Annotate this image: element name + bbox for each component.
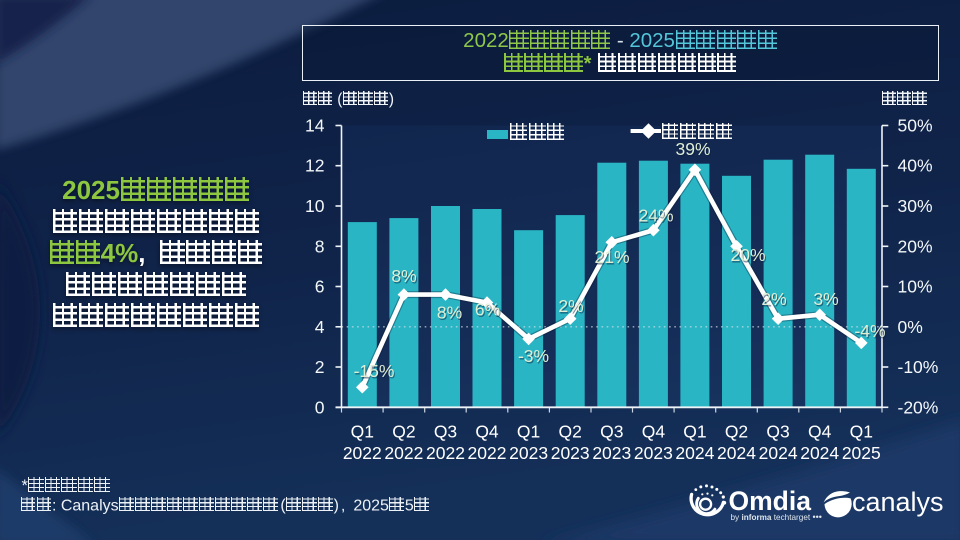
svg-text:Q4: Q4 bbox=[642, 422, 666, 442]
svg-text:8%: 8% bbox=[391, 266, 416, 286]
svg-text:Q2: Q2 bbox=[559, 422, 582, 442]
svg-text:Q4: Q4 bbox=[808, 422, 832, 442]
svg-text:10: 10 bbox=[305, 196, 325, 216]
svg-text:by informa techtarget •••: by informa techtarget ••• bbox=[731, 512, 822, 522]
svg-text:Q3: Q3 bbox=[600, 422, 623, 442]
svg-text:8%: 8% bbox=[392, 267, 417, 287]
svg-text:2025: 2025 bbox=[842, 443, 881, 463]
svg-text:50%: 50% bbox=[898, 116, 933, 136]
svg-text:-10%: -10% bbox=[898, 357, 939, 377]
svg-text:2023: 2023 bbox=[551, 443, 590, 463]
svg-text:2024: 2024 bbox=[759, 443, 798, 463]
svg-text:Q3: Q3 bbox=[766, 422, 789, 442]
svg-text:8%: 8% bbox=[438, 304, 463, 324]
svg-text:24%: 24% bbox=[639, 207, 674, 227]
svg-text:-3%: -3% bbox=[518, 346, 549, 366]
svg-text:2%: 2% bbox=[558, 296, 583, 316]
svg-text:40%: 40% bbox=[898, 156, 933, 176]
svg-text:20%: 20% bbox=[731, 246, 766, 266]
svg-text:39%: 39% bbox=[675, 139, 710, 159]
svg-text:6%: 6% bbox=[476, 301, 501, 321]
svg-text:-15%: -15% bbox=[354, 361, 395, 381]
svg-text:-4%: -4% bbox=[855, 322, 886, 342]
svg-text:Q1: Q1 bbox=[850, 422, 873, 442]
svg-text:10%: 10% bbox=[898, 277, 933, 297]
svg-text:0: 0 bbox=[315, 397, 325, 417]
svg-text:2024: 2024 bbox=[675, 443, 714, 463]
svg-text:20%: 20% bbox=[898, 236, 933, 256]
svg-text:Q1: Q1 bbox=[351, 422, 374, 442]
svg-text:Q2: Q2 bbox=[392, 422, 415, 442]
svg-text:2: 2 bbox=[315, 357, 325, 377]
svg-text:8: 8 bbox=[315, 236, 325, 256]
svg-text:24%: 24% bbox=[638, 206, 673, 226]
svg-text:6: 6 bbox=[315, 277, 325, 297]
svg-text:2022: 2022 bbox=[343, 443, 382, 463]
svg-text:Q2: Q2 bbox=[725, 422, 748, 442]
svg-text:3%: 3% bbox=[814, 290, 839, 310]
svg-text:2%: 2% bbox=[762, 290, 787, 310]
svg-text:4: 4 bbox=[315, 317, 325, 337]
svg-text:Omdia: Omdia bbox=[729, 486, 812, 516]
svg-text:2023: 2023 bbox=[634, 443, 673, 463]
svg-text:6%: 6% bbox=[475, 300, 500, 320]
svg-text:2024: 2024 bbox=[717, 443, 756, 463]
svg-text:2024: 2024 bbox=[800, 443, 839, 463]
svg-text:canalys: canalys bbox=[852, 487, 944, 517]
svg-text:2%: 2% bbox=[559, 297, 584, 317]
svg-text:21%: 21% bbox=[595, 248, 630, 268]
svg-text:2022: 2022 bbox=[468, 443, 507, 463]
svg-text:Q3: Q3 bbox=[434, 422, 457, 442]
svg-text:-4%: -4% bbox=[854, 321, 885, 341]
svg-text:20%: 20% bbox=[730, 245, 765, 265]
svg-text:3%: 3% bbox=[813, 289, 838, 309]
svg-text:30%: 30% bbox=[898, 196, 933, 216]
svg-text:2022: 2022 bbox=[384, 443, 423, 463]
svg-text:2023: 2023 bbox=[592, 443, 631, 463]
svg-text:8%: 8% bbox=[437, 303, 462, 323]
svg-text:-3%: -3% bbox=[519, 347, 550, 367]
svg-text:-15%: -15% bbox=[355, 362, 396, 382]
svg-text:Q4: Q4 bbox=[475, 422, 499, 442]
svg-text:39%: 39% bbox=[676, 140, 711, 160]
svg-text:-20%: -20% bbox=[898, 397, 939, 417]
svg-text:2023: 2023 bbox=[509, 443, 548, 463]
svg-text:21%: 21% bbox=[594, 247, 629, 267]
svg-text:14: 14 bbox=[305, 116, 325, 136]
svg-text:2022: 2022 bbox=[426, 443, 465, 463]
svg-text:2%: 2% bbox=[761, 289, 786, 309]
svg-text:Q1: Q1 bbox=[517, 422, 540, 442]
svg-text:0%: 0% bbox=[898, 317, 923, 337]
svg-text:12: 12 bbox=[305, 156, 324, 176]
svg-text:Q1: Q1 bbox=[683, 422, 706, 442]
